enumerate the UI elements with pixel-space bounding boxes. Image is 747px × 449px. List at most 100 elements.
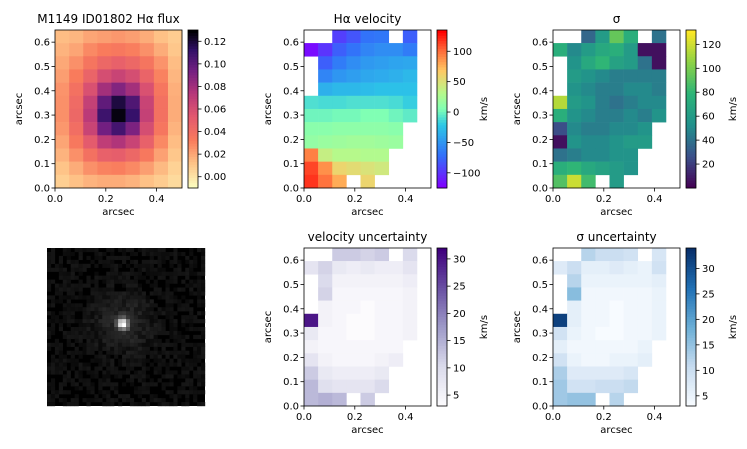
image-pixel [66, 271, 71, 276]
image-pixel [74, 319, 79, 324]
image-pixel [110, 382, 115, 387]
image-pixel [98, 362, 103, 367]
colorbar-segment [188, 127, 198, 131]
image-pixel [126, 315, 131, 320]
heatmap-cell [332, 300, 347, 315]
image-pixel [153, 370, 158, 375]
image-pixel [126, 330, 131, 336]
colorbar-segment [686, 166, 696, 171]
colorbar-segment [686, 313, 696, 317]
image-pixel [62, 374, 67, 379]
image-pixel [47, 386, 52, 391]
image-pixel [78, 303, 83, 308]
colorbar-segment [437, 258, 447, 262]
image-pixel [133, 370, 139, 375]
colorbar-segment [437, 400, 447, 404]
image-pixel [149, 299, 154, 304]
image-pixel [106, 327, 111, 332]
image-pixel [58, 323, 63, 328]
image-pixel [141, 323, 146, 328]
image-pixel [185, 350, 190, 355]
colorbar-frame [685, 29, 697, 189]
image-pixel [161, 319, 166, 324]
image-pixel [181, 382, 186, 387]
image-pixel [197, 311, 202, 316]
image-pixel [181, 251, 186, 257]
image-pixel [173, 319, 178, 324]
image-pixel [74, 263, 79, 268]
colorbar-segment [437, 119, 447, 123]
image-pixel [102, 334, 107, 340]
colorbar-tick-label: 80 [702, 88, 715, 99]
colorbar-segment [686, 350, 696, 354]
image-pixel [90, 358, 95, 363]
heatmap-cell [97, 95, 112, 110]
image-pixel [193, 291, 198, 296]
image-pixel [197, 303, 202, 308]
colorbar-segment [437, 342, 447, 346]
heatmap-cell [97, 30, 112, 44]
image-pixel [78, 295, 83, 300]
heatmap-cell [402, 69, 418, 83]
y-tick-label: 0.3 [34, 111, 50, 122]
image-pixel [173, 398, 178, 403]
image-pixel [54, 394, 60, 399]
image-pixel [118, 402, 123, 407]
image-pixel [137, 275, 142, 280]
image-pixel [129, 327, 135, 332]
image-pixel [102, 346, 107, 351]
image-pixel [106, 370, 111, 375]
image-pixel [102, 382, 107, 387]
heatmap-cell [360, 379, 375, 394]
image-pixel [86, 350, 91, 355]
colorbar-segment [686, 387, 696, 391]
heatmap-cell [388, 261, 404, 275]
image-pixel [181, 386, 186, 391]
heatmap-cell [346, 300, 361, 315]
image-pixel [126, 283, 131, 288]
heatmap-cell [83, 174, 98, 189]
image-pixel [133, 299, 139, 304]
image-pixel [122, 279, 127, 284]
image-pixel [110, 319, 115, 324]
heatmap-cell [609, 108, 624, 123]
image-pixel [189, 378, 194, 383]
colorbar-segment [686, 156, 696, 160]
image-pixel [66, 259, 71, 264]
image-pixel [106, 271, 111, 276]
image-pixel [126, 307, 131, 312]
image-pixel [66, 303, 71, 308]
colorbar-segment [686, 82, 696, 86]
image-pixel [161, 358, 166, 363]
heatmap-cell [360, 174, 375, 189]
colorbar-segment [437, 324, 447, 328]
image-pixel [47, 259, 52, 264]
image-pixel [153, 251, 158, 257]
colorbar-segment [686, 87, 696, 92]
y-tick-label: 0.3 [532, 111, 548, 122]
image-pixel [161, 323, 166, 328]
image-pixel [102, 287, 107, 292]
image-pixel [173, 330, 178, 336]
image-pixel [197, 295, 202, 300]
image-pixel [161, 402, 166, 407]
heatmap-cell [651, 30, 667, 44]
image-pixel [201, 346, 206, 351]
heatmap-cell [346, 30, 361, 44]
image-pixel [153, 334, 158, 340]
heatmap-cell [83, 148, 98, 162]
image-pixel [181, 346, 186, 351]
image-pixel [74, 330, 79, 336]
colorbar-segment [437, 111, 447, 115]
image-pixel [137, 374, 142, 379]
heatmap-cell [374, 161, 390, 176]
image-pixel [181, 370, 186, 375]
image-pixel [118, 394, 123, 399]
image-pixel [98, 275, 103, 280]
image-pixel [78, 283, 83, 288]
image-pixel [86, 334, 91, 340]
image-pixel [161, 362, 166, 367]
image-pixel [133, 362, 139, 367]
image-pixel [185, 342, 190, 347]
colorbar-segment [686, 103, 696, 107]
